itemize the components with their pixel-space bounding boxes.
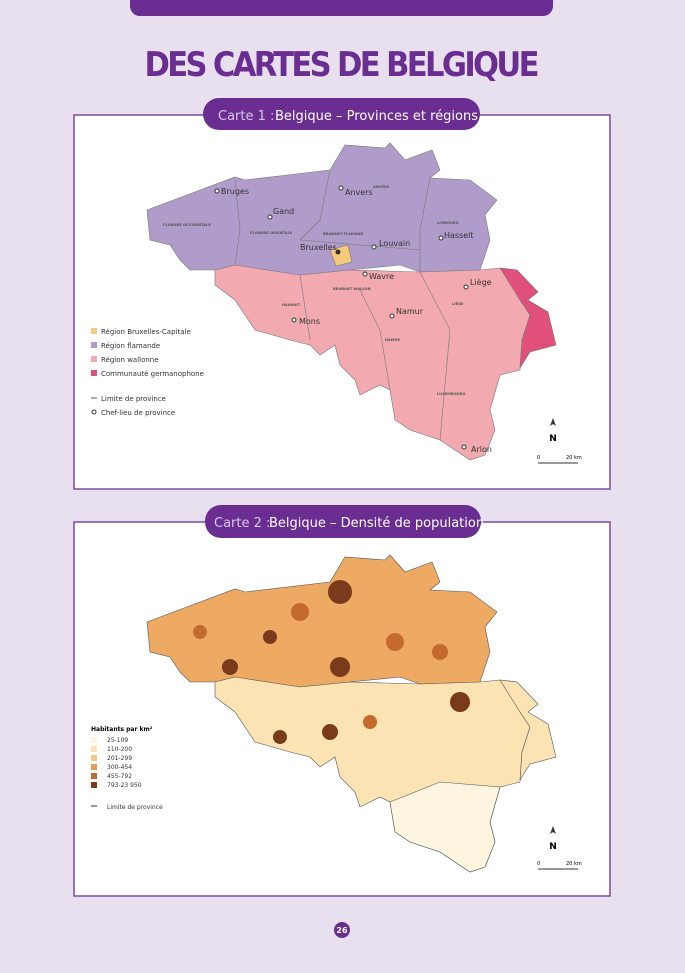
- city: Hasselt: [444, 231, 474, 240]
- city: Wavre: [369, 272, 394, 281]
- map2-title: Belgique – Densité de population: [269, 516, 484, 531]
- legend-item: Limite de province: [107, 804, 163, 811]
- province: FLANDRE ORIENTALE: [250, 231, 293, 235]
- scale-start: 0: [537, 455, 540, 461]
- north: N: [549, 434, 557, 444]
- legend-item: 793-23 950: [107, 782, 142, 789]
- map1-label: Carte 1 :: [218, 109, 274, 124]
- map1: [146, 142, 557, 461]
- top-bar: [130, 0, 553, 16]
- city: Gand: [273, 207, 294, 216]
- map1-title: Belgique – Provinces et régions: [275, 109, 478, 124]
- city: Liège: [470, 277, 492, 287]
- map2-legend: Habitants par km² 25-109 110-200 201-299…: [91, 726, 163, 811]
- city: Mons: [299, 317, 320, 326]
- city: Bruges: [221, 187, 249, 196]
- province: LUXEMBOURG: [437, 392, 465, 396]
- province: BRABANT WALLON: [333, 287, 371, 291]
- north: N: [549, 842, 557, 852]
- page-number: 26: [336, 926, 348, 935]
- city: Arlon: [471, 445, 492, 454]
- map1-scale: N 0 20 km: [537, 418, 582, 464]
- province: FLANDRE OCCIDENTALE: [163, 223, 211, 227]
- province: ANVERS: [373, 185, 390, 189]
- page-title: DES CARTES DE BELGIQUE: [145, 45, 540, 85]
- map2-scale: N 0 20 km: [537, 826, 582, 870]
- legend-item: 201-299: [107, 755, 132, 762]
- legend-item: Région wallonne: [101, 356, 159, 364]
- legend-item: 110-200: [107, 746, 132, 753]
- province: LIÈGE: [452, 301, 464, 306]
- city: Louvain: [379, 239, 410, 248]
- scale-end: 20 km: [566, 861, 582, 867]
- legend-item: 25-109: [107, 737, 128, 744]
- legend-item: Région Bruxelles-Capitale: [101, 328, 191, 336]
- city: Bruxelles: [300, 243, 337, 252]
- legend-item: Limite de province: [101, 395, 166, 403]
- legend-item: Chef-lieu de province: [101, 409, 175, 417]
- legend-title: Habitants par km²: [91, 726, 153, 733]
- map1-tab: [203, 98, 480, 130]
- province: HAINAUT: [282, 303, 301, 307]
- legend-item: 455-792: [107, 773, 132, 780]
- scale-start: 0: [537, 861, 540, 867]
- legend-item: Région flamande: [101, 342, 160, 350]
- page-number-badge: [334, 922, 350, 938]
- scale-end: 20 km: [566, 455, 582, 461]
- province: LIMBOURG: [437, 221, 459, 225]
- map2: [146, 554, 557, 873]
- city: Anvers: [345, 188, 373, 197]
- province: NAMUR: [385, 338, 400, 342]
- map2-label: Carte 2 :: [214, 516, 270, 531]
- city: Namur: [396, 307, 424, 316]
- map1-legend: Région Bruxelles-Capitale Région flamand…: [91, 328, 204, 417]
- legend-item: Communauté germanophone: [101, 370, 204, 378]
- map2-tab: [205, 505, 481, 538]
- legend-item: 300-454: [107, 764, 132, 771]
- province: BRABANT FLAMAND: [323, 232, 363, 236]
